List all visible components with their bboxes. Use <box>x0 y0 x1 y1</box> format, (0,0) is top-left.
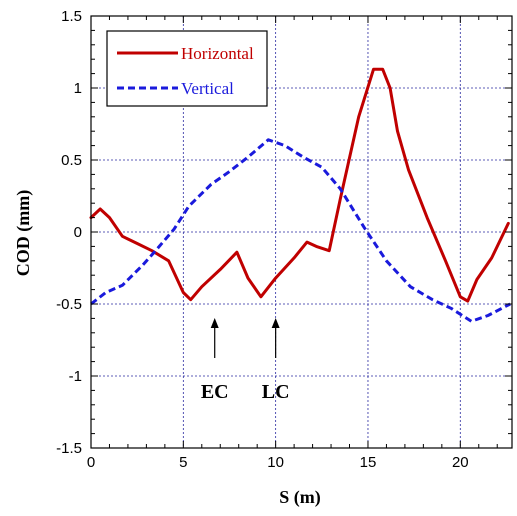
y-tick-label: 1.5 <box>61 8 82 25</box>
x-tick-label: 15 <box>360 454 377 471</box>
y-tick-label: -1.5 <box>56 440 82 457</box>
annotation-arrow-head <box>210 318 219 328</box>
y-tick-label: 0.5 <box>61 152 82 169</box>
y-tick-label: -0.5 <box>56 296 82 313</box>
legend-box <box>106 30 268 107</box>
series-layer <box>89 67 511 323</box>
x-tick-label: 0 <box>87 454 95 471</box>
x-tick-label: 5 <box>179 454 187 471</box>
annotation-label-lc: LC <box>262 381 290 403</box>
y-axis-label: COD (mm) <box>13 190 34 276</box>
annotation-layer: EC LC <box>201 318 290 403</box>
series-line-vertical <box>90 138 511 323</box>
series-line-horizontal <box>89 67 510 303</box>
x-tick-label: 20 <box>452 454 469 471</box>
y-tick-label: 1 <box>74 80 82 97</box>
y-tick-label: -1 <box>69 368 82 385</box>
legend: Horizontal Vertical <box>106 30 268 107</box>
x-tick-label: 10 <box>267 454 284 471</box>
x-axis-label: S (m) <box>279 487 321 508</box>
axis-ticks: 0 5 10 15 20 1.5 1 0.5 0 -0.5 -1 -1.5 <box>56 8 512 471</box>
legend-horizontal-label: Horizontal <box>181 44 254 63</box>
annotation-label-ec: EC <box>201 381 229 403</box>
annotation-arrow-head <box>271 318 280 328</box>
legend-vertical-label: Vertical <box>181 79 234 98</box>
y-tick-label: 0 <box>74 224 82 241</box>
